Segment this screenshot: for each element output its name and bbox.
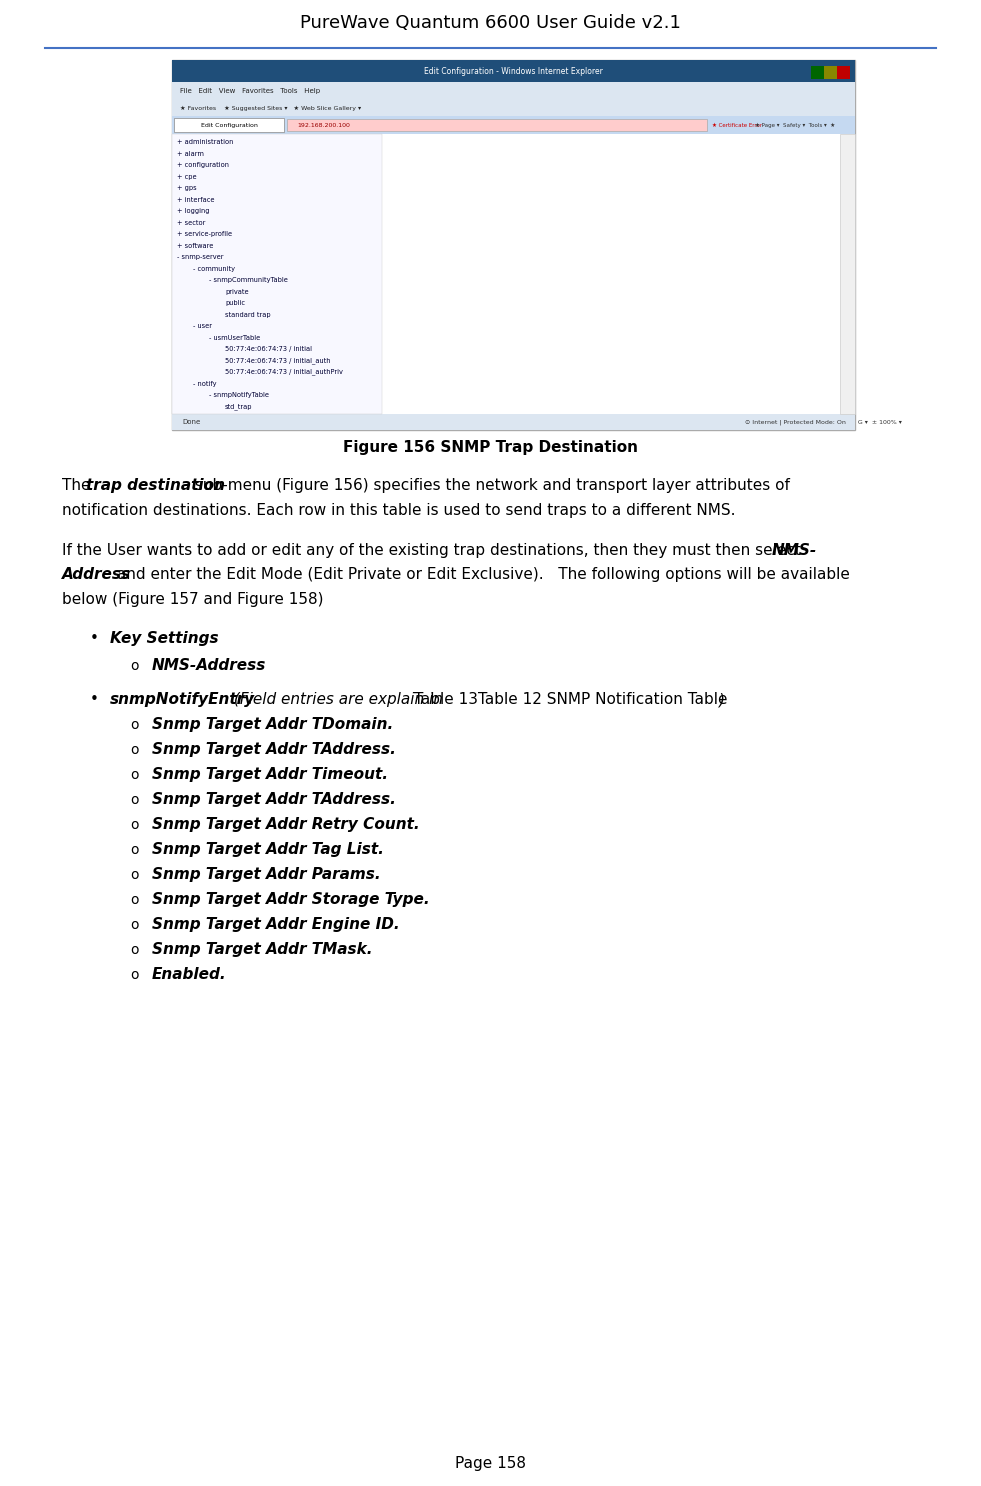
FancyBboxPatch shape xyxy=(840,134,855,415)
Text: ★ Certificate Error: ★ Certificate Error xyxy=(712,122,762,128)
Text: 50:77:4e:06:74:73 / initial: 50:77:4e:06:74:73 / initial xyxy=(225,346,312,352)
Text: o: o xyxy=(130,918,138,932)
Text: Edit Configuration: Edit Configuration xyxy=(200,122,257,128)
Text: notification destinations. Each row in this table is used to send traps to a dif: notification destinations. Each row in t… xyxy=(62,502,736,517)
Text: •: • xyxy=(90,632,99,646)
Text: + service-profile: + service-profile xyxy=(177,230,232,236)
Text: Done: Done xyxy=(182,419,200,425)
Text: public: public xyxy=(225,300,245,306)
Text: Snmp Target Addr Retry Count.: Snmp Target Addr Retry Count. xyxy=(152,817,420,832)
Text: Snmp Target Addr TAddress.: Snmp Target Addr TAddress. xyxy=(152,743,396,758)
Text: •: • xyxy=(90,692,99,707)
Text: o: o xyxy=(130,660,138,673)
Text: 50:77:4e:06:74:73 / initial_authPriv: 50:77:4e:06:74:73 / initial_authPriv xyxy=(225,369,343,376)
Text: (Field entries are explain in: (Field entries are explain in xyxy=(229,692,447,707)
Text: below (Figure 157 and Figure 158): below (Figure 157 and Figure 158) xyxy=(62,591,324,606)
FancyBboxPatch shape xyxy=(172,134,855,415)
Text: snmpNotifyEntry: snmpNotifyEntry xyxy=(110,692,255,707)
Text: o: o xyxy=(130,718,138,733)
Text: o: o xyxy=(130,969,138,982)
Text: Table 13Table 12 SNMP Notification Table: Table 13Table 12 SNMP Notification Table xyxy=(414,692,728,707)
Text: Snmp Target Addr Engine ID.: Snmp Target Addr Engine ID. xyxy=(152,917,399,932)
Text: + alarm: + alarm xyxy=(177,150,204,156)
Text: File   Edit   View   Favorites   Tools   Help: File Edit View Favorites Tools Help xyxy=(180,88,320,94)
Text: - snmp-server: - snmp-server xyxy=(177,254,224,260)
Text: Address: Address xyxy=(62,568,131,583)
Text: o: o xyxy=(130,819,138,832)
FancyBboxPatch shape xyxy=(172,116,855,134)
Text: + sector: + sector xyxy=(177,220,205,226)
Text: - snmpCommunityTable: - snmpCommunityTable xyxy=(209,276,287,282)
Text: 192.168.200.100: 192.168.200.100 xyxy=(297,122,350,128)
Text: trap destination: trap destination xyxy=(85,478,225,493)
Text: o: o xyxy=(130,768,138,782)
Text: + software: + software xyxy=(177,242,214,248)
Text: o: o xyxy=(130,944,138,957)
FancyBboxPatch shape xyxy=(811,65,824,79)
Text: o: o xyxy=(130,893,138,908)
Text: Enabled.: Enabled. xyxy=(152,967,227,982)
Text: Edit Configuration - Windows Internet Explorer: Edit Configuration - Windows Internet Ex… xyxy=(424,67,603,76)
Text: Snmp Target Addr TMask.: Snmp Target Addr TMask. xyxy=(152,942,373,957)
Text: PureWave Quantum 6600 User Guide v2.1: PureWave Quantum 6600 User Guide v2.1 xyxy=(300,13,681,33)
Text: Snmp Target Addr TDomain.: Snmp Target Addr TDomain. xyxy=(152,718,393,733)
FancyBboxPatch shape xyxy=(172,415,855,429)
Text: o: o xyxy=(130,844,138,857)
Text: - usmUserTable: - usmUserTable xyxy=(209,334,260,340)
FancyBboxPatch shape xyxy=(287,119,707,131)
Text: NMS-: NMS- xyxy=(772,542,817,557)
Text: + gps: + gps xyxy=(177,184,196,192)
Text: - user: - user xyxy=(193,322,212,328)
Text: NMS-Address: NMS-Address xyxy=(152,658,267,673)
Text: ⊙ Internet | Protected Mode: On      G ▾  ± 100% ▾: ⊙ Internet | Protected Mode: On G ▾ ± 10… xyxy=(745,419,902,425)
Text: The: The xyxy=(62,478,95,493)
Text: ★ Page ▾  Safety ▾  Tools ▾  ★: ★ Page ▾ Safety ▾ Tools ▾ ★ xyxy=(755,122,835,128)
Text: and enter the Edit Mode (Edit Private or Edit Exclusive).   The following option: and enter the Edit Mode (Edit Private or… xyxy=(113,568,851,583)
FancyBboxPatch shape xyxy=(824,65,837,79)
FancyBboxPatch shape xyxy=(172,82,855,100)
Text: ★ Favorites    ★ Suggested Sites ▾   ★ Web Slice Gallery ▾: ★ Favorites ★ Suggested Sites ▾ ★ Web Sl… xyxy=(180,106,361,110)
Text: + configuration: + configuration xyxy=(177,162,229,168)
Text: - snmpNotifyTable: - snmpNotifyTable xyxy=(209,392,269,398)
FancyBboxPatch shape xyxy=(172,59,855,429)
Text: Key Settings: Key Settings xyxy=(110,632,219,646)
FancyBboxPatch shape xyxy=(174,117,284,132)
FancyBboxPatch shape xyxy=(172,134,382,415)
Text: private: private xyxy=(225,288,248,294)
Text: If the User wants to add or edit any of the existing trap destinations, then the: If the User wants to add or edit any of … xyxy=(62,542,805,557)
Text: o: o xyxy=(130,743,138,758)
Text: std_trap: std_trap xyxy=(225,403,252,410)
Text: Snmp Target Addr Tag List.: Snmp Target Addr Tag List. xyxy=(152,843,384,857)
Text: Snmp Target Addr Timeout.: Snmp Target Addr Timeout. xyxy=(152,767,388,782)
Text: + administration: + administration xyxy=(177,140,233,146)
Text: o: o xyxy=(130,794,138,807)
FancyBboxPatch shape xyxy=(172,100,855,116)
Text: Snmp Target Addr TAddress.: Snmp Target Addr TAddress. xyxy=(152,792,396,807)
Text: sub-menu (Figure 156) specifies the network and transport layer attributes of: sub-menu (Figure 156) specifies the netw… xyxy=(190,478,791,493)
Text: Figure 156 SNMP Trap Destination: Figure 156 SNMP Trap Destination xyxy=(343,440,638,455)
Text: - notify: - notify xyxy=(193,380,217,386)
Text: + interface: + interface xyxy=(177,196,215,202)
Text: standard trap: standard trap xyxy=(225,312,271,318)
Text: 50:77:4e:06:74:73 / initial_auth: 50:77:4e:06:74:73 / initial_auth xyxy=(225,357,331,364)
Text: + cpe: + cpe xyxy=(177,174,196,180)
Text: - community: - community xyxy=(193,266,235,272)
Text: + logging: + logging xyxy=(177,208,210,214)
FancyBboxPatch shape xyxy=(172,59,855,82)
FancyBboxPatch shape xyxy=(837,65,850,79)
Text: ): ) xyxy=(719,692,725,707)
Text: o: o xyxy=(130,868,138,883)
Text: Snmp Target Addr Params.: Snmp Target Addr Params. xyxy=(152,868,381,883)
Text: Snmp Target Addr Storage Type.: Snmp Target Addr Storage Type. xyxy=(152,892,430,908)
Text: Page 158: Page 158 xyxy=(455,1456,526,1471)
